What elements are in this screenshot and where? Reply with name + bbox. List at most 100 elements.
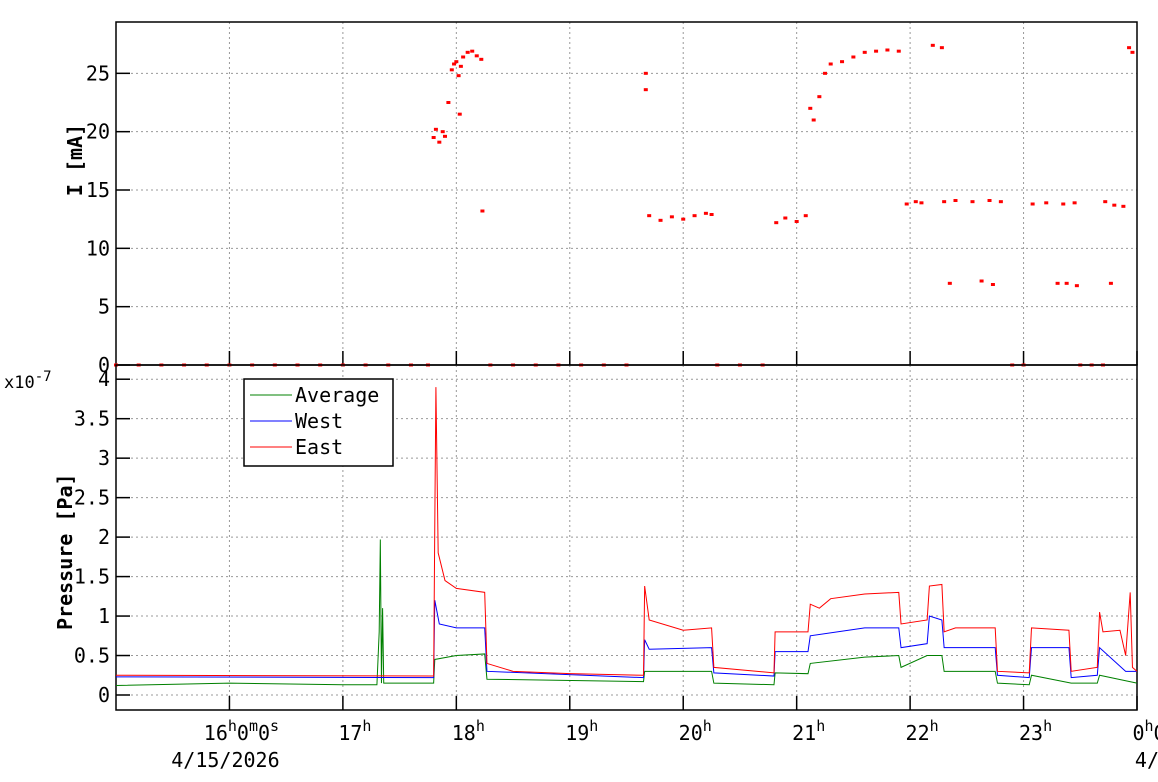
data-point [458, 64, 463, 68]
legend-label: West [295, 409, 343, 433]
data-point [1044, 201, 1049, 205]
data-point [703, 211, 708, 215]
data-point [811, 118, 816, 122]
data-point [840, 60, 845, 64]
data-point [437, 140, 442, 144]
data-point [465, 50, 470, 54]
x-tick-label: 20h [679, 717, 712, 745]
date-label: 4/16 [1135, 748, 1158, 772]
plot-frame [115, 364, 1138, 711]
legend-label: Average [295, 383, 379, 407]
data-point [643, 71, 648, 75]
data-point [1112, 203, 1117, 207]
data-point [930, 43, 935, 47]
x-tick-label: 16h0m0s [204, 717, 279, 745]
legend-label: East [295, 435, 343, 459]
y-tick-label: 2 [98, 525, 110, 549]
data-point [669, 215, 674, 219]
data-point [1108, 281, 1113, 285]
y-tick-label: 4 [98, 367, 110, 391]
data-point [440, 130, 445, 134]
data-point [457, 112, 462, 116]
y-tick-label: 20 [86, 120, 110, 144]
series-line [115, 387, 1138, 677]
data-point [1072, 201, 1077, 205]
data-point [1064, 281, 1069, 285]
data-point [874, 49, 879, 53]
y-tick-label: 3.5 [74, 407, 110, 431]
data-point [896, 49, 901, 53]
series-line [115, 600, 1137, 679]
data-point [1121, 204, 1126, 208]
data-point [479, 57, 484, 61]
axis-multiplier: x10-7 [4, 369, 52, 393]
data-point [658, 218, 663, 222]
data-point [643, 88, 648, 92]
y-tick-label: 15 [86, 178, 110, 202]
data-point [990, 283, 995, 286]
data-point [808, 106, 813, 110]
y-tick-label: 1 [98, 604, 110, 628]
date-label: 4/15/2026 [171, 748, 279, 772]
data-point [442, 134, 447, 138]
data-point [433, 127, 438, 131]
x-tick-label: 17h [338, 717, 371, 745]
x-tick-label: 23h [1019, 717, 1052, 745]
data-point [474, 54, 479, 58]
data-point [828, 62, 833, 66]
data-point [1061, 202, 1066, 206]
data-point [681, 217, 686, 221]
data-point [794, 220, 799, 223]
data-point [987, 199, 992, 202]
data-point [862, 50, 867, 54]
data-point [1130, 50, 1135, 54]
x-tick-label: 18h [452, 717, 485, 745]
data-point [1127, 46, 1132, 50]
data-point [970, 200, 975, 204]
data-point [456, 74, 461, 78]
series-line [115, 539, 1138, 687]
data-point [1103, 200, 1108, 204]
data-point [817, 95, 822, 99]
data-point [913, 200, 918, 204]
data-point [939, 46, 944, 50]
data-point [446, 101, 451, 104]
data-point [979, 279, 984, 283]
x-tick-label: 0h0 [1132, 717, 1158, 745]
data-point [783, 216, 788, 220]
data-point [774, 221, 779, 225]
y-tick-label: 5 [98, 295, 110, 319]
y-tick-label: 2.5 [74, 486, 110, 510]
x-tick-label: 19h [565, 717, 598, 745]
data-point [692, 214, 697, 218]
y-tick-label: 3 [98, 446, 110, 470]
data-point [454, 60, 459, 64]
data-point [904, 202, 909, 206]
y-tick-label: 0.5 [74, 644, 110, 668]
y-axis-label: Pressure [Pa] [53, 473, 77, 630]
data-point [449, 68, 454, 72]
y-tick-label: 0 [98, 353, 110, 377]
y-tick-label: 10 [86, 236, 110, 260]
data-point [647, 214, 652, 218]
data-point [919, 201, 924, 205]
data-point [947, 281, 952, 285]
x-tick-label: 21h [792, 717, 825, 745]
data-point [461, 55, 466, 59]
data-point [823, 71, 828, 75]
data-point [452, 62, 457, 66]
data-point [480, 209, 485, 213]
data-point [953, 199, 958, 202]
y-tick-label: 25 [86, 61, 110, 85]
data-point [709, 213, 714, 216]
y-tick-label: 0 [98, 683, 110, 707]
data-point [803, 214, 808, 218]
data-point [885, 48, 890, 52]
data-point [470, 49, 475, 53]
data-point [851, 55, 856, 59]
data-point [998, 200, 1003, 204]
y-tick-label: 1.5 [74, 565, 110, 589]
data-point [1055, 281, 1060, 285]
